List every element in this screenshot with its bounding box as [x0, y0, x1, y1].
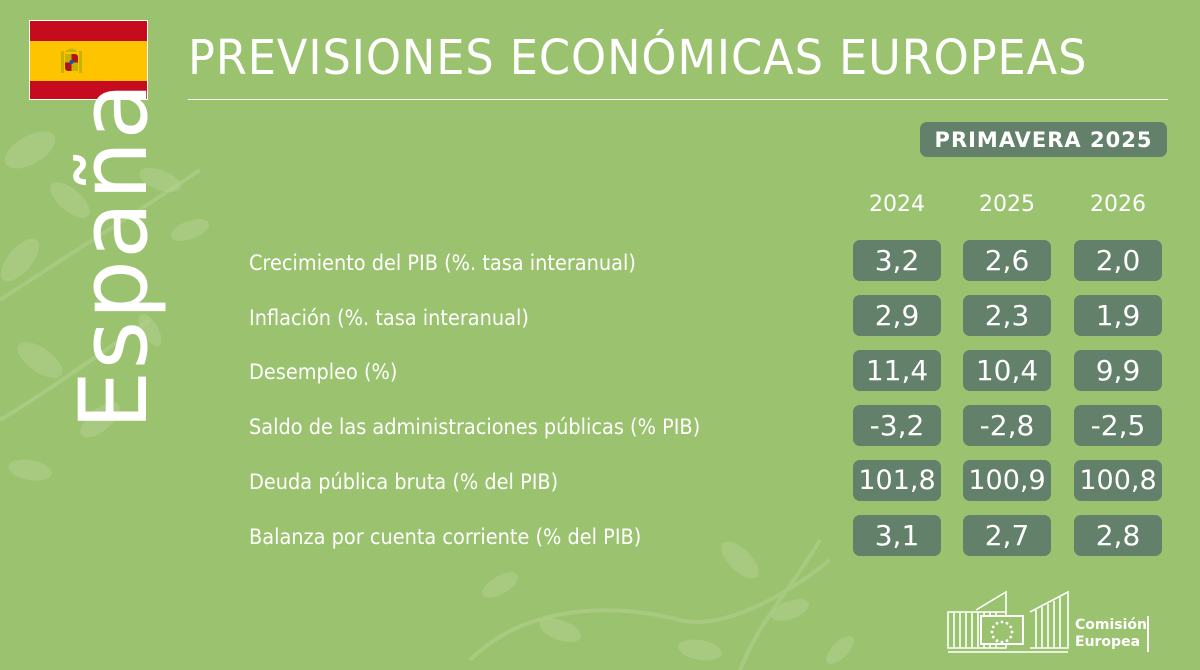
ec-logo-line1: Comisión [1075, 617, 1147, 633]
row-label-unemployment: Desempleo (%) [249, 360, 398, 384]
value-cell: 3,2 [853, 240, 941, 281]
row-label-gdp-growth: Crecimiento del PIB (%. tasa interanual) [249, 251, 636, 275]
ec-logo-label: Comisión Europea [1075, 617, 1147, 651]
value-cell: 10,4 [963, 350, 1051, 391]
season-badge: PRIMAVERA 2025 [920, 122, 1167, 157]
value-cell: 2,9 [853, 295, 941, 336]
ec-logo-divider [1147, 616, 1149, 652]
value-cell: 100,9 [963, 460, 1051, 501]
value-cell: 2,0 [1074, 240, 1162, 281]
value-cell: -3,2 [853, 405, 941, 446]
value-cell: -2,5 [1074, 405, 1162, 446]
row-label-government-balance: Saldo de las administraciones públicas (… [249, 415, 701, 439]
value-cell: 2,7 [963, 515, 1051, 556]
row-label-inflation: Inflación (%. tasa interanual) [249, 306, 529, 330]
value-cell: 2,6 [963, 240, 1051, 281]
value-cell: 2,3 [963, 295, 1051, 336]
row-label-current-account: Balanza por cuenta corriente (% del PIB) [249, 525, 642, 549]
spain-flag-icon [29, 20, 148, 100]
value-cell: 1,9 [1074, 295, 1162, 336]
ec-logo-line2: Europea [1075, 634, 1141, 650]
year-header-2024: 2024 [869, 192, 925, 217]
year-header-2026: 2026 [1090, 192, 1146, 217]
value-cell: 9,9 [1074, 350, 1162, 391]
value-cell: -2,8 [963, 405, 1051, 446]
row-label-public-debt: Deuda pública bruta (% del PIB) [249, 470, 559, 494]
value-cell: 2,8 [1074, 515, 1162, 556]
european-commission-logo-icon [947, 590, 1069, 653]
value-cell: 3,1 [853, 515, 941, 556]
value-cell: 11,4 [853, 350, 941, 391]
value-cell: 101,8 [853, 460, 941, 501]
coat-of-arms-icon [61, 48, 82, 73]
value-cell: 100,8 [1074, 460, 1162, 501]
country-name: España [60, 81, 169, 430]
year-header-2025: 2025 [979, 192, 1035, 217]
page-title: PREVISIONES ECONÓMICAS EUROPEAS [188, 30, 1088, 86]
title-divider [188, 99, 1168, 100]
